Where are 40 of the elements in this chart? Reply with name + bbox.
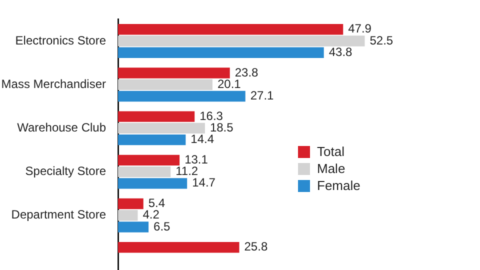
bar — [118, 111, 195, 122]
bar — [118, 79, 212, 90]
data-label: 6.5 — [154, 219, 171, 234]
data-label: 27.1 — [250, 88, 274, 103]
legend-label: Total — [317, 144, 344, 159]
bar — [118, 68, 230, 78]
data-label: 13.1 — [184, 152, 208, 166]
data-label: 47.9 — [348, 22, 372, 36]
data-label: 25.8 — [244, 240, 268, 254]
data-label: 4.2 — [142, 208, 160, 222]
bar — [118, 134, 186, 146]
y-tick-label: Department Store — [11, 208, 106, 222]
bar — [118, 166, 171, 178]
y-tick-label: Specialty Store — [25, 164, 106, 178]
data-label: 16.3 — [200, 108, 224, 123]
bar — [118, 198, 144, 210]
bar — [118, 24, 344, 35]
bar — [118, 210, 138, 221]
y-tick-label: Warehouse Club — [17, 120, 106, 135]
data-label: 23.8 — [234, 65, 259, 80]
y-tick-label: Electronics Store — [15, 33, 106, 48]
data-label: 20.1 — [217, 76, 242, 91]
y-tick-label: Mass Merchandiser — [1, 76, 106, 91]
bar — [118, 154, 180, 166]
data-label: 14.4 — [190, 132, 214, 146]
data-label: 5.4 — [148, 196, 166, 210]
bar — [118, 242, 240, 253]
bar — [118, 222, 149, 232]
bar — [118, 178, 188, 189]
bar — [118, 36, 365, 46]
legend-label: Male — [317, 161, 346, 176]
data-label: 18.5 — [210, 120, 234, 135]
data-label: 43.8 — [328, 44, 353, 59]
data-label: 52.5 — [370, 33, 394, 48]
bar — [118, 90, 246, 102]
data-label: 14.7 — [192, 176, 216, 190]
bar — [118, 47, 324, 58]
data-label: 11.2 — [176, 164, 198, 178]
legend-label: Female — [317, 178, 360, 193]
bar — [118, 122, 205, 134]
